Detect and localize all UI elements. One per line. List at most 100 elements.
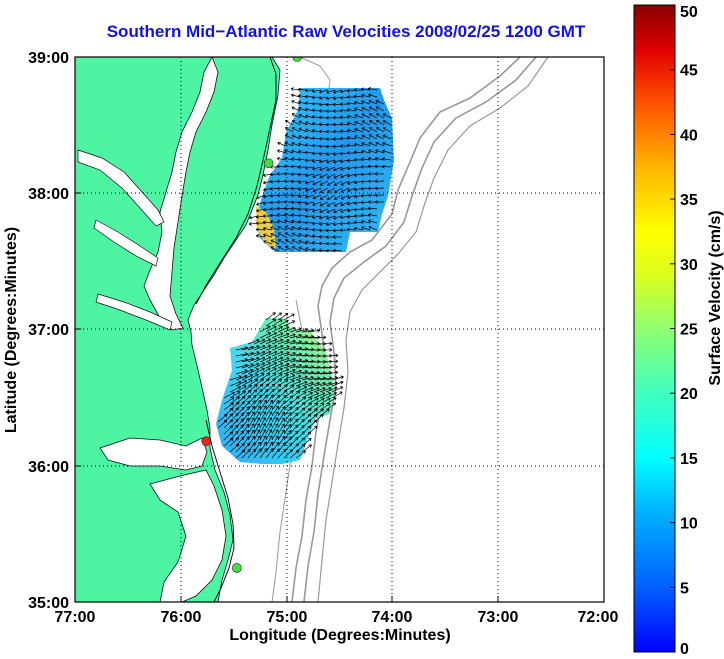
velocity-vector [277, 417, 285, 429]
velocity-vector [325, 353, 339, 358]
velocity-field-south [216, 318, 334, 464]
velocity-vector [259, 338, 272, 345]
velocity-vector [339, 108, 350, 113]
velocity-vector [298, 100, 308, 105]
velocity-vector [312, 201, 322, 206]
velocity-vector [305, 128, 315, 133]
velocity-vector [368, 120, 378, 126]
velocity-vector [253, 429, 261, 441]
velocity-vector [347, 194, 357, 199]
velocity-vector [367, 164, 378, 169]
radar-site-marker [292, 57, 302, 62]
colorbar-tick-label: 10 [680, 516, 698, 533]
colorbar-tick-label: 50 [680, 4, 698, 21]
velocity-vector [262, 214, 273, 218]
velocity-vector [265, 312, 276, 321]
velocity-vector [353, 100, 364, 105]
velocity-vector [374, 156, 385, 161]
velocity-vector [247, 368, 260, 375]
velocity-vector [265, 399, 274, 411]
velocity-vector [285, 245, 294, 252]
velocity-vector [326, 173, 336, 179]
colorbar [633, 4, 676, 653]
colorbar-tick-label: 0 [680, 641, 689, 658]
velocity-field-north [256, 88, 394, 252]
velocity-vector [259, 411, 267, 423]
velocity-vector [331, 380, 344, 387]
velocity-vector [289, 385, 301, 393]
velocity-vector [259, 367, 271, 375]
velocity-vector [375, 113, 385, 119]
velocity-vector [305, 247, 315, 252]
velocity-vector [382, 141, 392, 147]
velocity-vector [307, 392, 320, 399]
velocity-vector [283, 363, 296, 369]
velocity-vector [295, 380, 308, 387]
radar-site-marker [263, 158, 274, 169]
velocity-vector [247, 351, 260, 357]
velocity-vector [353, 150, 364, 154]
velocity-vector [339, 136, 350, 141]
velocity-vector [298, 142, 308, 147]
velocity-vector [339, 115, 350, 120]
velocity-vector [277, 149, 287, 154]
velocity-vector [360, 219, 371, 224]
velocity-vector [253, 423, 261, 435]
velocity-vector [354, 120, 364, 126]
velocity-vector [319, 397, 331, 405]
colorbar-tick-label: 30 [680, 257, 698, 274]
velocity-vector [319, 392, 332, 399]
velocity-vector [289, 363, 302, 369]
velocity-vector [311, 89, 322, 93]
velocity-vector [277, 411, 285, 423]
velocity-vector [263, 187, 273, 192]
colorbar-ticks: 0 5 10 15 20 25 30 35 40 45 50 [670, 4, 698, 658]
velocity-vector [361, 120, 371, 126]
velocity-vector [325, 152, 336, 157]
velocity-vector [291, 141, 301, 147]
velocity-vector [312, 208, 322, 213]
velocity-vector [346, 221, 357, 225]
velocity-vector [325, 386, 338, 393]
velocity-vector [375, 134, 385, 140]
velocity-vector [360, 93, 371, 98]
velocity-vector [375, 106, 385, 112]
velocity-vector [331, 391, 343, 399]
velocity-vector [259, 417, 267, 429]
velocity-vector [374, 200, 385, 204]
velocity-vector [297, 180, 308, 184]
velocity-vector [325, 397, 337, 405]
rappahannock-river [93, 219, 159, 267]
colorbar-tick-label: 40 [680, 127, 698, 144]
velocity-vector [301, 386, 314, 393]
velocity-vector [283, 345, 296, 351]
velocity-vector [353, 142, 364, 147]
velocity-vector [229, 385, 241, 393]
velocity-vector [340, 180, 350, 186]
velocity-vector [360, 157, 371, 161]
x-axis-label: Longitude (Degrees:Minutes) [229, 627, 450, 644]
velocity-vector [290, 179, 301, 184]
velocity-vector [291, 232, 301, 238]
colorbar-tick-label: 15 [680, 451, 698, 468]
velocity-vector [339, 129, 350, 134]
velocity-vector [247, 362, 260, 369]
velocity-vector [374, 193, 385, 198]
velocity-vector [382, 120, 392, 126]
velocity-vector [325, 359, 339, 364]
velocity-vector [368, 106, 378, 112]
velocity-vector [283, 379, 295, 387]
velocity-vector [259, 350, 272, 357]
velocity-vector [276, 213, 287, 217]
velocity-vector [247, 356, 260, 363]
velocity-vector [311, 159, 322, 163]
velocity-vector [361, 113, 371, 119]
velocity-vector [253, 350, 266, 357]
velocity-vector [255, 227, 266, 232]
velocity-vector [298, 233, 308, 238]
velocity-vector [332, 235, 343, 239]
velocity-vector [374, 186, 385, 191]
velocity-vector [307, 328, 321, 333]
velocity-vector [284, 225, 294, 231]
velocity-vector [304, 173, 315, 178]
